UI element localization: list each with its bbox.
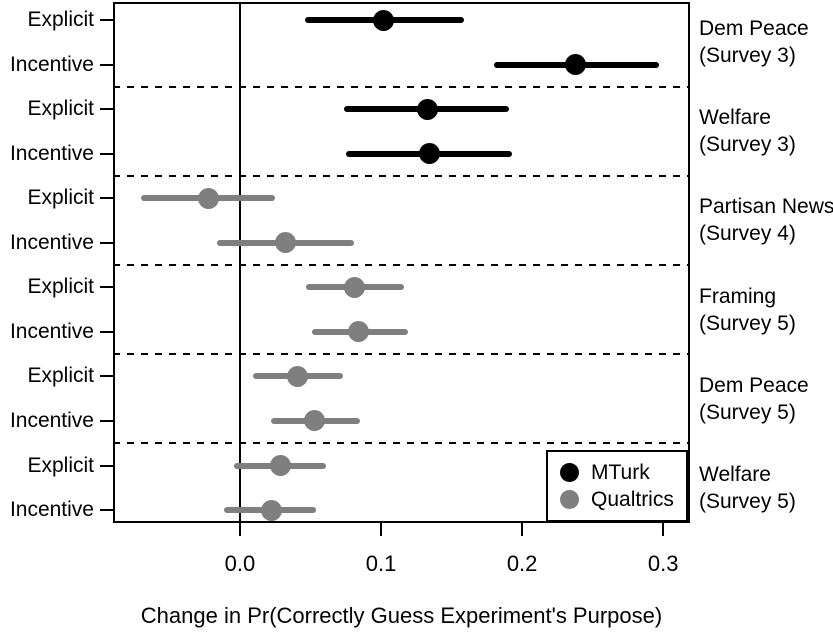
group-label-line1: Partisan News (699, 195, 833, 219)
zero-line (238, 2, 241, 523)
point-estimate (287, 365, 309, 387)
group-label-line1: Welfare (699, 462, 771, 486)
x-axis-tick (238, 523, 241, 536)
point-estimate (343, 276, 365, 298)
y-axis-tick (100, 419, 113, 422)
x-axis-tick-label: 0.2 (506, 551, 538, 576)
group-label: Welfare (Survey 5) (699, 461, 833, 515)
point-estimate (373, 9, 395, 31)
x-axis-tick-label: 0.3 (647, 551, 679, 576)
row-label: Incentive (9, 498, 94, 522)
group-label-line2: (Survey 3) (699, 44, 796, 68)
group-label-line1: Dem Peace (699, 373, 809, 397)
group-label-line2: (Survey 5) (699, 400, 796, 424)
x-axis-tick (380, 523, 383, 536)
x-axis-title: Change in Pr(Correctly Guess Experiment'… (140, 603, 663, 628)
legend-marker-qualtrics-icon (560, 490, 579, 509)
group-separator (113, 353, 690, 356)
y-axis-tick (100, 375, 113, 378)
row-label: Explicit (27, 97, 94, 121)
plot-area (113, 2, 690, 523)
legend-item-qualtrics: Qualtrics (560, 488, 686, 512)
y-axis-tick (100, 63, 113, 66)
legend-label-mturk: MTurk (591, 460, 650, 484)
group-separator (113, 85, 690, 88)
x-axis-tick (521, 523, 524, 536)
group-label: Framing (Survey 5) (699, 283, 833, 337)
point-estimate (418, 143, 440, 165)
legend: MTurk Qualtrics (546, 450, 688, 522)
group-label-line2: (Survey 3) (699, 133, 796, 157)
y-axis-tick (100, 19, 113, 21)
group-label-line2: (Survey 4) (699, 222, 796, 246)
group-label: Welfare (Survey 3) (699, 104, 833, 158)
legend-label-qualtrics: Qualtrics (591, 487, 674, 511)
group-label-line1: Welfare (699, 106, 771, 130)
group-separator (113, 264, 690, 267)
y-axis-tick (100, 509, 113, 512)
row-label: Explicit (27, 364, 94, 388)
group-label: Partisan News (Survey 4) (699, 193, 833, 247)
point-estimate (274, 232, 296, 254)
group-separator (113, 442, 690, 445)
point-estimate (417, 98, 439, 120)
y-axis-tick (100, 197, 113, 200)
group-label-line1: Dem Peace (699, 17, 809, 41)
point-estimate (347, 321, 369, 343)
point-estimate (565, 54, 587, 76)
group-label: Dem Peace (Survey 5) (699, 372, 833, 426)
y-axis-tick (100, 241, 113, 244)
x-axis-tick-label: 0.1 (365, 551, 397, 576)
point-estimate (304, 410, 326, 432)
row-label: Incentive (9, 52, 94, 76)
group-label: Dem Peace (Survey 3) (699, 15, 833, 69)
row-label: Explicit (27, 453, 94, 477)
y-axis-tick (100, 152, 113, 155)
row-label: Incentive (9, 230, 94, 254)
legend-item-mturk: MTurk (560, 461, 686, 485)
row-label: Explicit (27, 8, 94, 31)
x-axis-tick (662, 523, 665, 536)
row-label: Explicit (27, 186, 94, 210)
legend-marker-mturk-icon (560, 463, 579, 482)
point-estimate (198, 187, 220, 209)
group-label-line2: (Survey 5) (699, 489, 796, 513)
group-label-line2: (Survey 5) (699, 311, 796, 335)
y-axis-tick (100, 464, 113, 467)
point-estimate (270, 455, 292, 476)
row-label: Incentive (9, 408, 94, 432)
y-axis-tick (100, 330, 113, 333)
y-axis-tick (100, 108, 113, 111)
row-label: Explicit (27, 275, 94, 299)
group-separator (113, 174, 690, 177)
point-estimate (260, 499, 282, 521)
y-axis-tick (100, 286, 113, 289)
row-label: Incentive (9, 141, 94, 165)
x-axis-tick-label: 0.0 (224, 551, 256, 576)
row-label: Incentive (9, 319, 94, 343)
group-label-line1: Framing (699, 284, 777, 308)
